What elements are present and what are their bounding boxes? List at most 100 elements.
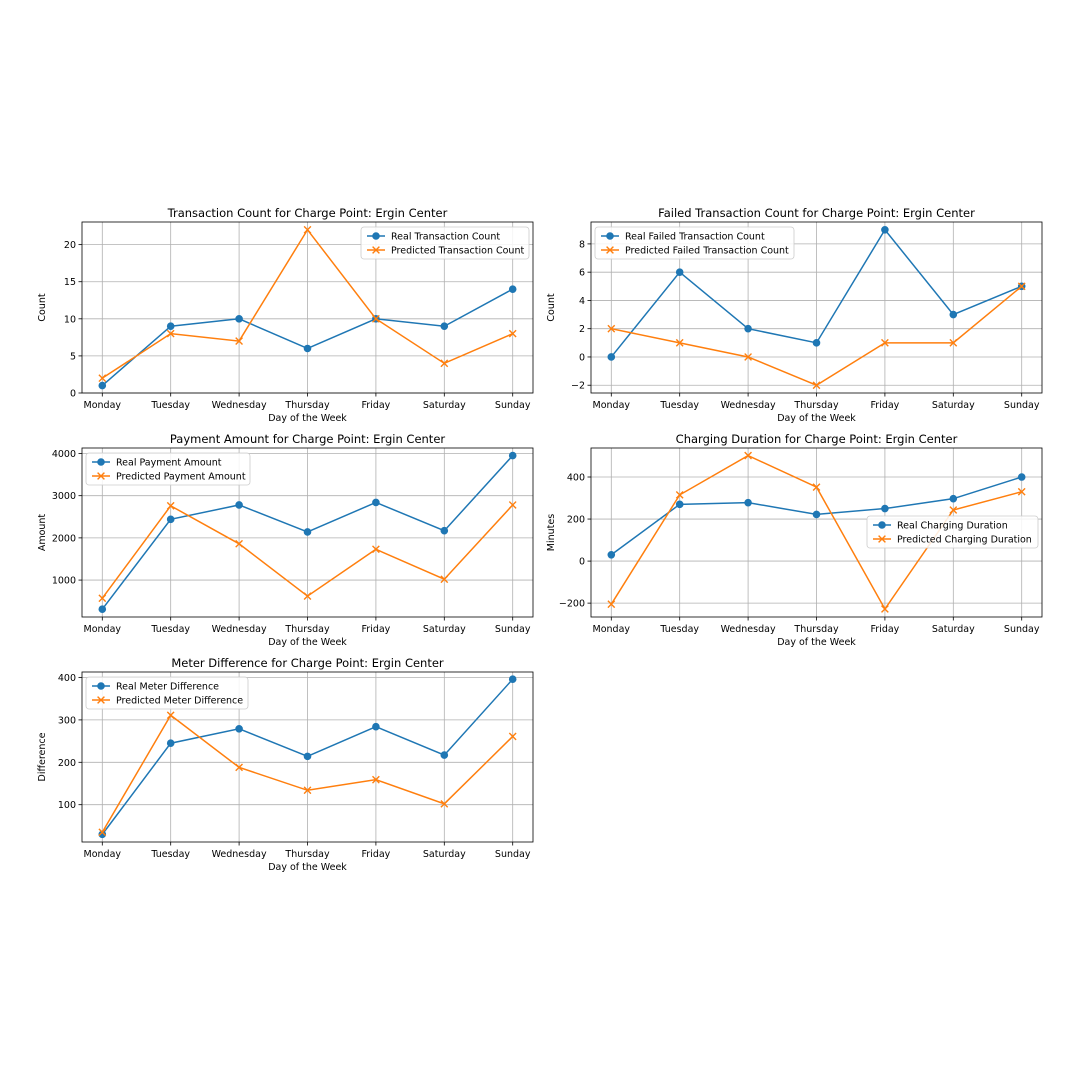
data-point-real xyxy=(675,500,684,509)
y-tick-label: 10 xyxy=(64,314,76,325)
y-tick-label: 200 xyxy=(58,758,76,769)
legend-marker xyxy=(97,472,105,480)
x-tick-label: Monday xyxy=(84,624,122,635)
x-tick-label: Tuesday xyxy=(659,624,699,635)
data-point-predicted xyxy=(372,775,380,784)
legend-box xyxy=(866,515,1039,549)
chart-title: Transaction Count for Charge Point: Ergi… xyxy=(167,206,448,220)
x-tick-label: Saturday xyxy=(932,624,975,635)
y-tick-label: 400 xyxy=(567,473,585,484)
data-point-predicted xyxy=(166,711,175,720)
data-point-predicted xyxy=(440,359,449,368)
data-point-predicted xyxy=(949,506,958,514)
data-point-predicted xyxy=(881,605,889,613)
legend-marker xyxy=(372,232,380,240)
y-tick-label: 400 xyxy=(58,673,76,684)
legend: Real Meter Difference Predicted Meter Dif… xyxy=(85,676,249,710)
x-tick-label: Saturday xyxy=(423,400,466,411)
x-tick-label: Wednesday xyxy=(212,849,267,860)
y-tick-label: 0 xyxy=(579,352,585,363)
x-axis-label: Day of the Week xyxy=(777,637,856,648)
x-axis-label: Day of the Week xyxy=(777,413,856,424)
legend-label: Real Transaction Count xyxy=(391,232,500,243)
y-tick-label: 15 xyxy=(64,277,76,288)
data-point-predicted xyxy=(235,763,243,772)
data-point-real xyxy=(98,381,107,390)
legend-label: Predicted Payment Amount xyxy=(116,472,246,483)
chart-title: Meter Difference for Charge Point: Ergin… xyxy=(171,656,444,670)
data-point-real xyxy=(949,494,958,503)
y-tick-label: 3000 xyxy=(52,491,76,502)
data-point-predicted xyxy=(881,338,889,347)
x-tick-label: Thursday xyxy=(284,624,330,635)
subplot-4: Monday Tuesday Wednesday Thursday Friday Satu… xyxy=(546,432,1043,648)
subplot-3: Monday Tuesday Wednesday Thursday Friday Satu… xyxy=(37,432,534,648)
legend-box xyxy=(85,676,249,710)
data-point-real xyxy=(440,751,449,759)
data-point-real xyxy=(607,353,616,361)
data-point-predicted xyxy=(1017,282,1026,291)
x-tick-label: Monday xyxy=(84,400,122,411)
data-point-predicted xyxy=(303,225,312,234)
y-tick-label: 8 xyxy=(579,239,585,250)
legend-marker xyxy=(878,535,886,543)
y-tick-label: 0 xyxy=(70,389,76,400)
x-tick-label: Tuesday xyxy=(659,400,699,411)
chart-title: Charging Duration for Charge Point: Ergi… xyxy=(676,432,958,446)
legend: Real Failed Transaction Count Predicted F… xyxy=(594,226,795,260)
x-axis-label: Day of the Week xyxy=(268,637,347,648)
data-point-real xyxy=(303,528,312,536)
x-tick-label: Tuesday xyxy=(150,624,190,635)
data-point-predicted xyxy=(303,592,312,601)
data-point-real xyxy=(881,225,889,234)
data-point-real xyxy=(508,675,517,684)
data-point-real xyxy=(372,722,380,731)
data-point-real xyxy=(98,605,107,613)
data-point-real xyxy=(440,322,449,331)
y-tick-label: 4000 xyxy=(52,449,76,460)
data-point-real xyxy=(744,498,752,507)
y-axis-label: Amount xyxy=(37,514,48,552)
data-point-real xyxy=(372,498,380,507)
legend-box xyxy=(594,226,795,260)
legend-marker xyxy=(878,521,886,529)
data-point-real xyxy=(235,725,243,733)
data-point-predicted xyxy=(440,799,449,808)
x-tick-label: Friday xyxy=(362,624,391,635)
y-axis-label: Count xyxy=(37,293,48,321)
data-point-predicted xyxy=(372,314,380,323)
x-tick-label: Friday xyxy=(871,400,900,411)
data-point-real xyxy=(303,752,312,761)
data-point-predicted xyxy=(508,501,517,509)
x-axis-label: Day of the Week xyxy=(268,862,347,873)
data-point-predicted xyxy=(98,828,107,837)
data-point-predicted xyxy=(949,338,958,347)
legend-marker xyxy=(606,246,614,254)
data-point-real xyxy=(166,739,175,748)
x-tick-label: Wednesday xyxy=(721,624,776,635)
chart-title: Payment Amount for Charge Point: Ergin C… xyxy=(170,432,446,446)
data-point-predicted xyxy=(607,324,616,333)
data-point-predicted xyxy=(303,786,312,795)
y-tick-label: 2000 xyxy=(52,533,76,544)
y-tick-label: 300 xyxy=(58,715,76,726)
x-tick-label: Thursday xyxy=(793,624,839,635)
x-tick-label: Sunday xyxy=(1004,400,1040,411)
data-point-real xyxy=(166,515,175,524)
x-tick-label: Thursday xyxy=(793,400,839,411)
data-point-real xyxy=(235,315,243,323)
data-point-real xyxy=(508,285,517,293)
legend-marker xyxy=(372,246,380,254)
legend-label: Real Payment Amount xyxy=(116,458,222,469)
y-tick-label: 2 xyxy=(579,324,585,335)
y-tick-label: 5 xyxy=(70,351,76,362)
x-tick-label: Monday xyxy=(593,400,631,411)
data-point-real xyxy=(607,550,616,559)
data-point-real xyxy=(949,310,958,319)
y-tick-label: 200 xyxy=(567,515,585,526)
y-axis-label: Count xyxy=(546,293,557,321)
legend-label: Real Failed Transaction Count xyxy=(625,232,765,243)
data-point-predicted xyxy=(508,329,517,338)
legend-marker xyxy=(606,232,614,240)
